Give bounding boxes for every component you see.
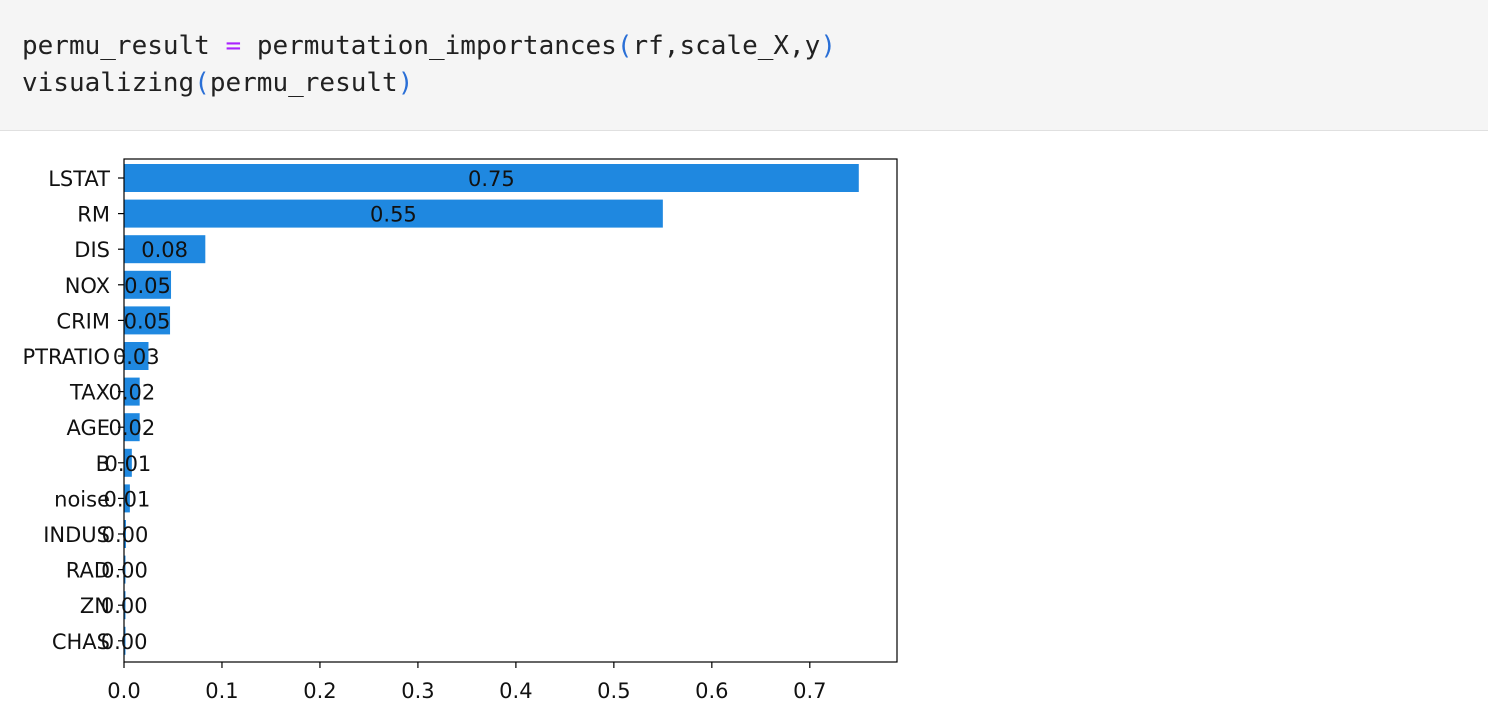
code-paren-close: ) bbox=[820, 31, 836, 61]
y-tick-label: RM bbox=[77, 203, 110, 227]
bar-b bbox=[124, 448, 132, 477]
y-tick-label: CRIM bbox=[56, 309, 110, 333]
code-args: permu_result bbox=[209, 68, 398, 98]
bar-value-label: 0.00 bbox=[102, 523, 149, 547]
bar-value-label: 0.05 bbox=[124, 274, 171, 298]
bar-value-label: 0.03 bbox=[113, 345, 160, 369]
plot-frame bbox=[123, 158, 898, 663]
code-operator: = bbox=[225, 31, 242, 61]
y-tick-label: AGE bbox=[66, 416, 110, 440]
y-tick-label: INDUS bbox=[43, 523, 110, 547]
y-tick-label: TAX bbox=[69, 381, 110, 405]
bar-age bbox=[124, 413, 140, 442]
bar-value-label: 0.55 bbox=[370, 203, 417, 227]
bar-value-label: 0.05 bbox=[124, 309, 171, 333]
bar-value-label: 0.00 bbox=[101, 559, 148, 583]
bar-rm bbox=[124, 199, 663, 228]
y-tick-label: NOX bbox=[65, 274, 110, 298]
y-tick-label: DIS bbox=[74, 238, 110, 262]
bar-value-label: 0.08 bbox=[141, 238, 188, 262]
y-tick-label: CHAS bbox=[52, 630, 110, 654]
bar-tax bbox=[124, 377, 140, 406]
code-paren-open: ( bbox=[194, 68, 210, 98]
y-tick-label: ZN bbox=[80, 594, 110, 618]
y-tick-label: noise bbox=[54, 487, 110, 511]
bar-indus bbox=[124, 520, 126, 548]
bar-value-label: 0.00 bbox=[101, 630, 148, 654]
code-paren-close: ) bbox=[397, 68, 414, 98]
code-function: visualizing bbox=[22, 68, 195, 98]
x-tick-label: 0.4 bbox=[499, 679, 532, 703]
y-tick-label: B bbox=[96, 452, 110, 476]
code-editor[interactable]: permu_result = permutation_importances(r… bbox=[22, 28, 836, 102]
bar-value-label: 0.00 bbox=[101, 594, 148, 618]
bar-rad bbox=[124, 555, 126, 584]
code-line-1: permu_result = permutation_importances(r… bbox=[22, 31, 836, 61]
bar-ptratio bbox=[124, 342, 149, 370]
bar-value-label: 0.01 bbox=[104, 487, 151, 511]
y-tick-label: LSTAT bbox=[48, 167, 110, 191]
x-tick-label: 0.6 bbox=[695, 679, 728, 703]
bar-value-label: 0.75 bbox=[468, 167, 515, 191]
bar-dis bbox=[124, 235, 206, 264]
x-tick-label: 0.2 bbox=[303, 679, 336, 703]
bar-value-label: 0.02 bbox=[108, 416, 155, 440]
x-tick-label: 0.1 bbox=[205, 679, 238, 703]
bar-value-label: 0.01 bbox=[105, 452, 152, 476]
bar-value-label: 0.02 bbox=[108, 381, 155, 405]
y-tick-label: PTRATIO bbox=[22, 345, 110, 369]
x-tick-label: 0.3 bbox=[401, 679, 434, 703]
bar-crim bbox=[124, 306, 171, 335]
code-args: rf,scale_X,y bbox=[632, 31, 821, 61]
x-tick-label: 0.5 bbox=[597, 679, 630, 703]
bar-nox bbox=[124, 270, 172, 299]
x-tick-label: 0.0 bbox=[107, 679, 140, 703]
code-variable: permu_result bbox=[22, 31, 210, 61]
y-tick-label: RAD bbox=[66, 559, 110, 583]
bar-zn bbox=[124, 591, 126, 620]
code-paren-open: ( bbox=[616, 31, 633, 61]
code-line-2: visualizing(permu_result) bbox=[22, 68, 413, 98]
bar-lstat bbox=[124, 164, 859, 192]
bar-noise bbox=[124, 484, 130, 513]
x-tick-label: 0.7 bbox=[793, 679, 826, 703]
bar-chas bbox=[124, 626, 126, 655]
code-cell[interactable]: permu_result = permutation_importances(r… bbox=[0, 0, 1488, 131]
code-function: permutation_importances bbox=[256, 31, 617, 61]
